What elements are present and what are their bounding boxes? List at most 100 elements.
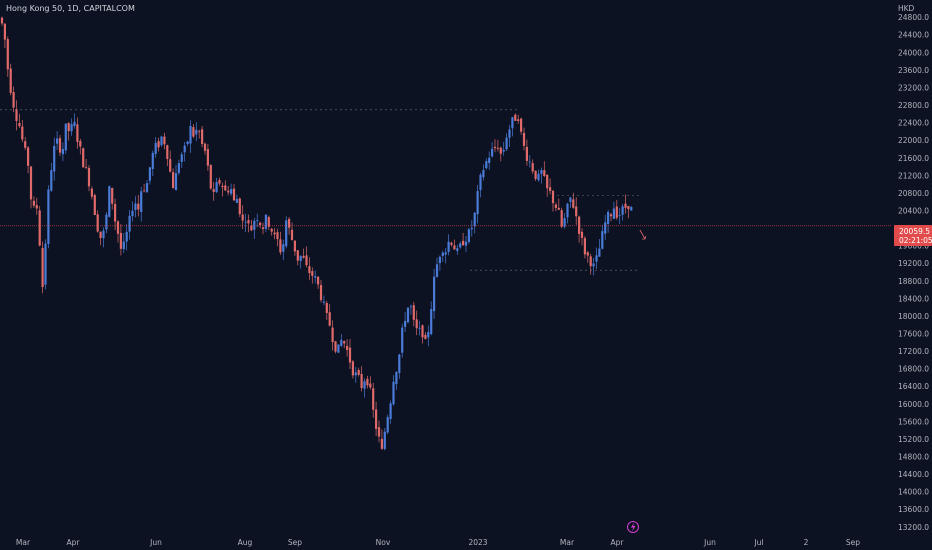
candle[interactable]: [586, 250, 589, 263]
candle[interactable]: [131, 201, 134, 222]
candle[interactable]: [522, 127, 526, 151]
candle[interactable]: [456, 244, 459, 255]
candle[interactable]: [488, 151, 491, 170]
candles[interactable]: [0, 16, 633, 451]
candle[interactable]: [259, 221, 262, 229]
candle[interactable]: [415, 310, 418, 336]
candle[interactable]: [227, 185, 230, 196]
candle[interactable]: [612, 201, 615, 220]
candle[interactable]: [70, 118, 73, 136]
candle[interactable]: [534, 170, 537, 181]
candle[interactable]: [363, 378, 366, 398]
candle[interactable]: [15, 100, 18, 131]
candle[interactable]: [453, 239, 456, 250]
candle[interactable]: [499, 146, 502, 162]
candle[interactable]: [18, 113, 21, 128]
candle[interactable]: [317, 275, 320, 289]
candle[interactable]: [331, 320, 334, 351]
candle[interactable]: [334, 341, 337, 354]
candle[interactable]: [592, 257, 595, 276]
candle[interactable]: [546, 174, 549, 197]
candle[interactable]: [604, 214, 607, 240]
candle[interactable]: [485, 158, 488, 170]
candle[interactable]: [528, 155, 531, 168]
candle[interactable]: [195, 122, 198, 142]
candle[interactable]: [520, 117, 523, 135]
candle[interactable]: [90, 186, 93, 200]
time-axis[interactable]: Mar Apr Jun Aug Sep Nov 2023 Mar Apr Jun Jul 2 Sep: [16, 538, 860, 547]
candle[interactable]: [279, 231, 282, 255]
candle[interactable]: [247, 214, 250, 233]
candle[interactable]: [430, 301, 433, 336]
candle[interactable]: [41, 241, 44, 294]
candle[interactable]: [24, 136, 27, 151]
candle[interactable]: [174, 164, 178, 191]
candle[interactable]: [618, 207, 621, 225]
candle[interactable]: [540, 167, 543, 184]
candle[interactable]: [615, 200, 618, 220]
candle[interactable]: [398, 353, 401, 379]
candle[interactable]: [143, 183, 146, 193]
candle[interactable]: [459, 241, 462, 249]
candle[interactable]: [73, 113, 76, 129]
candle[interactable]: [261, 222, 265, 235]
candle[interactable]: [276, 228, 279, 247]
candle[interactable]: [496, 139, 499, 152]
candle[interactable]: [290, 222, 294, 241]
candle[interactable]: [525, 139, 528, 166]
candle[interactable]: [441, 250, 444, 262]
candle[interactable]: [35, 197, 38, 215]
candle[interactable]: [128, 209, 131, 240]
candle[interactable]: [273, 228, 276, 240]
candle[interactable]: [285, 216, 288, 249]
candle[interactable]: [444, 248, 447, 264]
candle[interactable]: [482, 164, 485, 181]
candle[interactable]: [438, 255, 441, 271]
candle[interactable]: [392, 375, 395, 406]
candle[interactable]: [270, 227, 273, 236]
candle[interactable]: [560, 207, 563, 229]
candle[interactable]: [549, 178, 552, 195]
candle[interactable]: [305, 246, 308, 268]
candle[interactable]: [479, 172, 482, 198]
candle[interactable]: [598, 239, 601, 257]
candle[interactable]: [250, 219, 253, 232]
candle[interactable]: [56, 131, 59, 150]
candle[interactable]: [264, 213, 267, 233]
candle[interactable]: [122, 233, 125, 254]
candle[interactable]: [288, 216, 291, 235]
candle[interactable]: [299, 255, 302, 269]
candle[interactable]: [163, 132, 166, 150]
candle[interactable]: [380, 429, 383, 450]
candle[interactable]: [505, 133, 508, 151]
candle[interactable]: [450, 241, 453, 247]
candle[interactable]: [322, 295, 325, 306]
candle[interactable]: [61, 142, 64, 162]
candle[interactable]: [319, 280, 323, 303]
candle[interactable]: [221, 182, 224, 197]
candle[interactable]: [119, 224, 122, 256]
candle[interactable]: [578, 215, 581, 243]
candle[interactable]: [267, 215, 270, 230]
candle[interactable]: [215, 177, 218, 193]
candle[interactable]: [406, 307, 410, 324]
candle[interactable]: [435, 257, 439, 278]
candle[interactable]: [395, 371, 398, 390]
candle[interactable]: [235, 194, 238, 203]
candle[interactable]: [627, 205, 630, 219]
candle[interactable]: [241, 205, 244, 230]
candle[interactable]: [557, 198, 560, 210]
candle[interactable]: [50, 162, 53, 192]
candle[interactable]: [433, 268, 436, 319]
candle[interactable]: [575, 197, 578, 225]
candle[interactable]: [537, 169, 540, 182]
candle[interactable]: [76, 117, 79, 149]
candle[interactable]: [166, 144, 169, 167]
candle[interactable]: [232, 183, 236, 202]
candle[interactable]: [192, 124, 195, 139]
candle[interactable]: [348, 339, 352, 369]
candle[interactable]: [412, 301, 415, 327]
candle[interactable]: [404, 312, 407, 333]
candle[interactable]: [44, 239, 47, 290]
candle[interactable]: [366, 375, 369, 389]
